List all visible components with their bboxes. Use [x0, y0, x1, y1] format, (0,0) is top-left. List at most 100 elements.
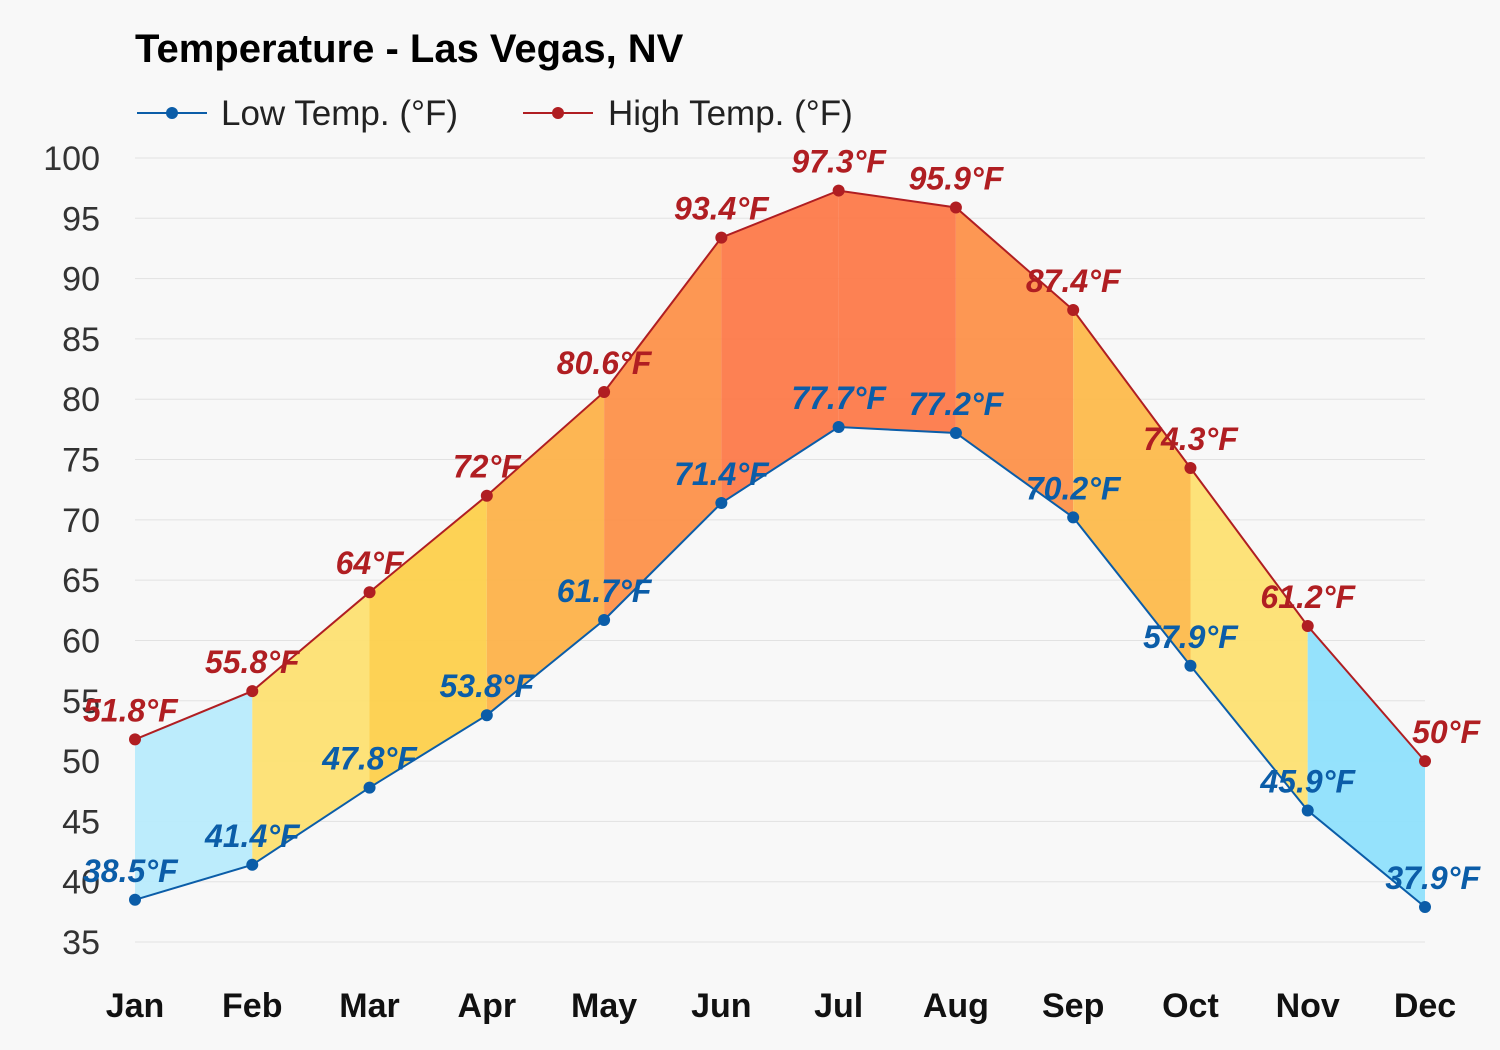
high-temp-label: 80.6°F: [557, 345, 653, 381]
y-tick-label: 35: [62, 924, 100, 962]
high-temp-point-oct[interactable]: [1184, 461, 1197, 474]
legend-item-low[interactable]: Low Temp. (°F): [137, 94, 458, 133]
low-temp-label: 45.9°F: [1259, 764, 1356, 800]
high-temp-label: 72°F: [453, 449, 522, 485]
high-temp-point-jan[interactable]: [129, 733, 141, 746]
low-temp-point-jan[interactable]: [129, 893, 141, 906]
low-temp-point-feb[interactable]: [246, 858, 259, 871]
temperature-band-sep: [1073, 310, 1191, 666]
high-temp-point-jul[interactable]: [832, 184, 845, 197]
high-temp-label: 64°F: [336, 545, 405, 581]
x-tick-label: Dec: [1394, 987, 1456, 1025]
high-temp-point-sep[interactable]: [1067, 303, 1080, 316]
high-temp-line: [134, 189, 1426, 762]
high-temp-point-jun[interactable]: [715, 231, 728, 244]
x-tick-label: Sep: [1042, 987, 1104, 1025]
low-temp-point-jun[interactable]: [715, 496, 728, 509]
y-tick-label: 100: [43, 140, 100, 178]
y-tick-label: 50: [62, 743, 100, 781]
y-axis-ticks: 35 40 45 50 55 60 65 70 75 80 85 90 95 100: [43, 140, 100, 962]
high-temp-point-apr[interactable]: [480, 489, 493, 502]
data-labels: 38.5°F 41.4°F 47.8°F 53.8°F 61.7°F 71.4°F 77.7…: [83, 144, 1481, 896]
low-temp-label: 41.4°F: [204, 818, 301, 854]
line-layer: [134, 189, 1426, 908]
temperature-band-nov: [1307, 626, 1425, 907]
high-temp-point-feb[interactable]: [246, 685, 259, 698]
low-temp-label: 77.7°F: [791, 380, 887, 416]
high-temp-label: 95.9°F: [909, 160, 1005, 196]
y-tick-label: 55: [62, 683, 100, 721]
low-temp-point-apr[interactable]: [480, 709, 493, 722]
x-tick-label: Apr: [458, 987, 517, 1025]
high-temp-label: 93.4°F: [674, 191, 770, 227]
high-temp-label: 51.8°F: [83, 692, 179, 728]
high-temp-label: 55.8°F: [205, 644, 301, 680]
high-temp-point-aug[interactable]: [949, 201, 962, 214]
x-tick-label: Mar: [339, 987, 399, 1025]
low-temp-label: 53.8°F: [440, 668, 536, 704]
y-tick-label: 95: [62, 200, 100, 238]
high-temp-label: 74.3°F: [1143, 421, 1239, 457]
low-temp-point-may[interactable]: [598, 613, 611, 626]
x-tick-label: May: [571, 987, 637, 1025]
x-tick-label: Jul: [814, 987, 863, 1025]
x-tick-label: Oct: [1162, 987, 1219, 1025]
low-temp-point-jul[interactable]: [832, 420, 845, 433]
high-temp-label: 61.2°F: [1260, 579, 1356, 615]
x-tick-label: Jan: [106, 987, 165, 1025]
high-temp-point-dec[interactable]: [1419, 755, 1431, 768]
legend-low-marker: [166, 107, 178, 119]
y-tick-label: 90: [62, 261, 100, 299]
y-tick-label: 60: [62, 622, 100, 660]
low-temp-label: 70.2°F: [1026, 470, 1122, 506]
low-temp-point-nov[interactable]: [1301, 804, 1314, 817]
high-temp-label: 87.4°F: [1026, 263, 1122, 299]
y-tick-label: 80: [62, 381, 100, 419]
x-tick-label: Aug: [923, 987, 989, 1025]
x-tick-label: Feb: [222, 987, 282, 1025]
temperature-band-oct: [1190, 468, 1308, 811]
low-temp-point-dec[interactable]: [1419, 901, 1431, 914]
low-temp-line: [134, 425, 1426, 908]
high-temp-label: 50°F: [1412, 714, 1481, 750]
legend-high-label: High Temp. (°F): [608, 94, 853, 133]
low-temp-point-sep[interactable]: [1067, 511, 1080, 524]
low-temp-label: 61.7°F: [557, 573, 653, 609]
x-tick-label: Nov: [1276, 987, 1340, 1025]
temperature-band-jul: [838, 190, 956, 433]
legend: Low Temp. (°F) High Temp. (°F): [137, 94, 853, 133]
legend-item-high[interactable]: High Temp. (°F): [523, 94, 853, 133]
high-temp-point-mar[interactable]: [363, 586, 376, 599]
x-axis-ticks: Jan Feb Mar Apr May Jun Jul Aug Sep Oct Nov Dec: [106, 987, 1456, 1025]
low-temp-point-mar[interactable]: [363, 781, 376, 794]
low-temp-label: 38.5°F: [83, 853, 179, 889]
temperature-band-apr: [486, 392, 605, 716]
temperature-band-jan: [135, 691, 253, 900]
y-tick-label: 40: [62, 864, 100, 902]
chart-title: Temperature - Las Vegas, NV: [135, 27, 684, 71]
temperature-band-jun: [721, 190, 839, 503]
low-temp-label: 37.9°F: [1385, 860, 1481, 896]
y-tick-label: 70: [62, 502, 100, 540]
high-temp-point-nov[interactable]: [1301, 619, 1314, 632]
legend-low-label: Low Temp. (°F): [221, 94, 458, 133]
low-temp-point-aug[interactable]: [949, 427, 962, 440]
y-tick-label: 45: [62, 803, 100, 841]
y-tick-label: 85: [62, 321, 100, 359]
low-temp-point-oct[interactable]: [1184, 659, 1197, 672]
high-temp-label: 97.3°F: [791, 144, 887, 180]
y-tick-label: 65: [62, 562, 100, 600]
low-temp-label: 47.8°F: [321, 741, 418, 777]
legend-high-marker: [552, 107, 564, 119]
high-temp-point-may[interactable]: [598, 385, 611, 398]
temperature-band-feb: [252, 592, 370, 865]
low-temp-label: 71.4°F: [674, 456, 770, 492]
low-temp-label: 77.2°F: [909, 386, 1005, 422]
point-layer: [129, 184, 1431, 914]
temperature-band-may: [604, 237, 722, 620]
x-tick-label: Jun: [691, 987, 751, 1025]
y-tick-label: 75: [62, 442, 100, 480]
